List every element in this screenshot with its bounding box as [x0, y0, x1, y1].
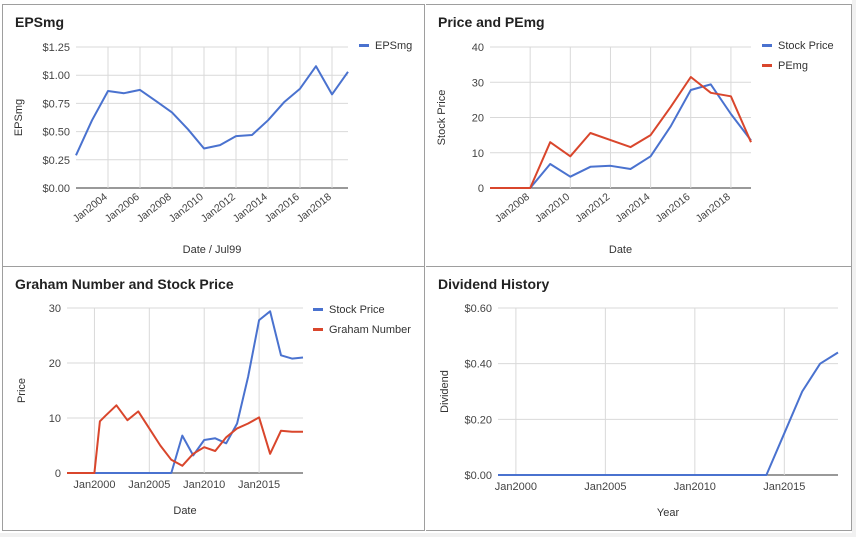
y-tick-label: 20 [49, 358, 61, 370]
y-tick-label: 30 [49, 303, 61, 315]
scrollbar-edge [852, 0, 856, 537]
graham-number-chart: Graham Number and Stock Price 0 10 20 30 Jan2… [15, 276, 411, 517]
legend-label: PEmg [778, 60, 808, 72]
series-line-pemg [490, 76, 752, 189]
x-tick-label: Jan2016 [653, 191, 692, 225]
x-tick-label: Jan2010 [674, 481, 716, 493]
y-tick-label: $1.25 [42, 42, 70, 54]
x-tick-label: Jan2008 [493, 191, 532, 225]
x-tick-label: Jan2008 [135, 191, 174, 225]
y-tick-label: 40 [472, 42, 484, 54]
y-tick-label: $0.40 [464, 359, 492, 371]
legend-label: EPSmg [375, 40, 412, 52]
y-axis-label: Stock Price [436, 90, 448, 146]
epsmg-chart: EPSmg $0.00 $0.25 $0.50 $0.75 $1.00 $1.25 Jan20… [13, 14, 412, 256]
chart-title: Dividend History [438, 276, 549, 292]
y-axis-label: EPSmg [13, 99, 25, 136]
x-tick-label: Jan2016 [263, 191, 302, 225]
price-pemg-chart-panel: Price and PEmg 0 10 20 30 40 Jan2008 Jan2010 Jan… [426, 4, 852, 267]
series-line-stock-price [67, 310, 304, 474]
series-line-stock-price [490, 83, 752, 189]
legend-swatch [762, 44, 772, 47]
x-tick-label: Jan2014 [231, 191, 270, 225]
y-tick-label: $0.60 [464, 303, 492, 315]
y-tick-label: $0.20 [464, 414, 492, 426]
legend-swatch [359, 44, 369, 47]
legend-label: Stock Price [329, 304, 385, 316]
y-tick-label: $1.00 [42, 70, 70, 82]
y-axis-label: Dividend [439, 370, 451, 413]
chart-title: EPSmg [15, 14, 64, 30]
y-tick-label: 0 [55, 468, 61, 480]
dividend-history-chart-panel: Dividend History $0.00 $0.20 $0.40 $0.60 Jan2… [426, 266, 852, 531]
x-tick-label: Jan2010 [167, 191, 206, 225]
x-tick-label: Jan2006 [103, 191, 142, 225]
epsmg-chart-panel: EPSmg $0.00 $0.25 $0.50 $0.75 $1.00 $1.25 Jan20… [2, 4, 425, 267]
y-tick-label: 20 [472, 113, 484, 125]
bottom-edge [0, 533, 856, 537]
legend-label: Graham Number [329, 324, 411, 336]
series-line-graham-number [67, 404, 303, 474]
y-tick-label: 10 [472, 148, 484, 160]
x-tick-label: Jan2012 [199, 191, 238, 225]
x-axis-label: Date [173, 505, 196, 517]
y-tick-label: $0.00 [42, 183, 70, 195]
chart-title: Price and PEmg [438, 14, 545, 30]
x-tick-label: Jan2010 [533, 191, 572, 225]
x-tick-label: Jan2015 [238, 479, 280, 491]
dividend-history-chart: Dividend History $0.00 $0.20 $0.40 $0.60 Jan2… [438, 276, 839, 519]
y-tick-label: 10 [49, 413, 61, 425]
y-tick-label: $0.00 [464, 470, 492, 482]
legend-swatch [762, 64, 772, 67]
x-tick-label: Jan2000 [495, 481, 537, 493]
y-tick-label: $0.75 [42, 98, 70, 110]
x-tick-label: Jan2018 [295, 191, 334, 225]
y-tick-label: $0.50 [42, 127, 70, 139]
y-axis-label: Price [16, 378, 28, 403]
x-tick-label: Jan2012 [573, 191, 612, 225]
x-tick-label: Jan2004 [71, 191, 110, 225]
series-line-dividend [498, 351, 839, 476]
x-tick-label: Jan2005 [584, 481, 626, 493]
x-axis-label: Date / Jul99 [183, 244, 242, 256]
legend-swatch [313, 328, 323, 331]
legend-swatch [313, 308, 323, 311]
x-tick-label: Jan2015 [763, 481, 805, 493]
graham-number-chart-panel: Graham Number and Stock Price 0 10 20 30 Jan2… [2, 266, 425, 531]
x-axis-label: Date [609, 244, 632, 256]
x-tick-label: Jan2014 [613, 191, 652, 225]
y-tick-label: 30 [472, 77, 484, 89]
legend-label: Stock Price [778, 40, 834, 52]
series-line-epsmg [75, 65, 349, 156]
x-tick-label: Jan2010 [183, 479, 225, 491]
x-tick-label: Jan2000 [73, 479, 115, 491]
x-tick-label: Jan2018 [694, 191, 733, 225]
y-tick-label: 0 [478, 183, 484, 195]
x-tick-label: Jan2005 [128, 479, 170, 491]
chart-title: Graham Number and Stock Price [15, 276, 234, 292]
x-axis-label: Year [657, 507, 680, 519]
y-tick-label: $0.25 [42, 155, 70, 167]
